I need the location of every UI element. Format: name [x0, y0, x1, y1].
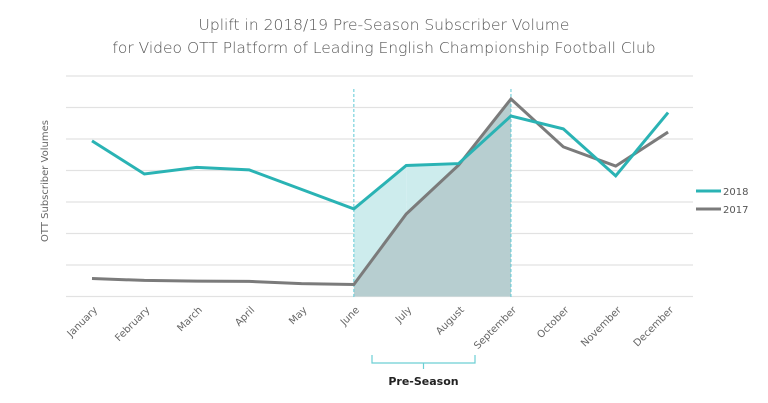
x-tick-label: May	[287, 305, 309, 327]
y-axis-label: OTT Subscriber Volumes	[40, 120, 51, 242]
series-line-2018	[91, 111, 670, 211]
x-tick-label: July	[393, 305, 414, 326]
fill-under-2017	[353, 98, 511, 297]
x-tick-label: August	[434, 305, 467, 338]
x-tick-label: June	[338, 305, 362, 329]
pre-season-bracket	[371, 355, 476, 369]
fill-between-series	[353, 165, 407, 285]
x-tick-label: October	[535, 304, 572, 341]
x-tick-label: December	[632, 304, 677, 349]
x-tick-label: November	[579, 304, 624, 349]
x-tick-label: January	[65, 305, 100, 340]
legend-label-2017: 2017	[723, 205, 748, 216]
x-tick-labels: January February March April May June July Augu…	[65, 304, 677, 351]
x-tick-label: March	[176, 305, 205, 334]
series-line-2017	[91, 96, 669, 287]
pre-season-label: Pre-Season	[388, 375, 458, 388]
legend: 2018 2017	[696, 187, 748, 216]
legend-label-2018: 2018	[723, 187, 748, 198]
series-lines	[91, 96, 670, 287]
x-tick-label: September	[472, 304, 519, 351]
x-tick-label: February	[113, 305, 152, 344]
pre-season-annotation: Pre-Season	[371, 355, 476, 388]
chart-title: Uplift in 2018/19 Pre-Season Subscriber …	[199, 16, 570, 34]
x-tick-label: April	[233, 305, 257, 329]
chart-subtitle: for Video OTT Platform of Leading Englis…	[112, 39, 655, 57]
